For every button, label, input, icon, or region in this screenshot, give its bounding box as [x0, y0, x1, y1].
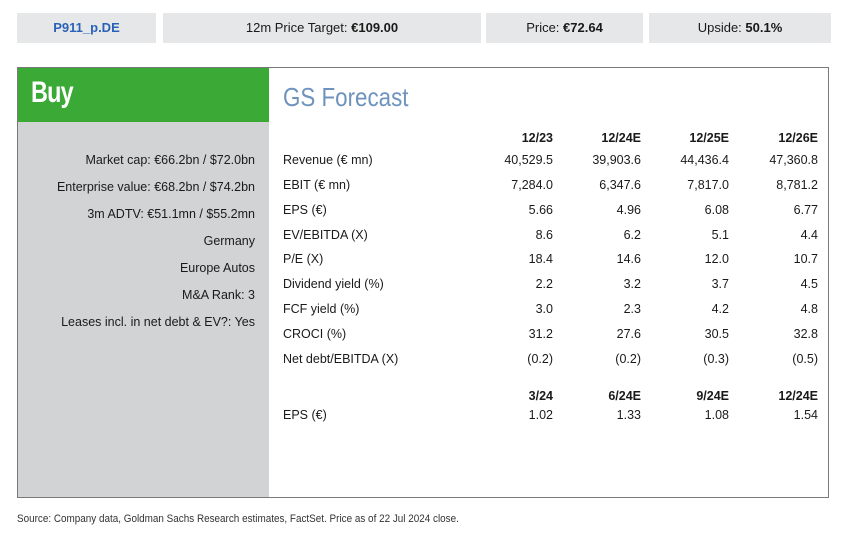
table-cell: 1.33 — [616, 408, 641, 422]
price-label: Price: — [526, 20, 564, 35]
fact-enterprise-value: Enterprise value: €68.2bn / $74.2bn — [56, 180, 255, 194]
upside-label: Upside: — [697, 20, 746, 35]
fact-country: Germany — [203, 234, 255, 248]
key-facts: Market cap: €66.2bn / $72.0bn Enterprise… — [57, 150, 255, 339]
column-header: 12/24E — [778, 389, 818, 403]
fact-adtv: 3m ADTV: €51.1mn / $55.2mn — [87, 207, 255, 221]
column-header: 12/23 — [521, 131, 553, 145]
stock-summary-card: Buy Market cap: €66.2bn / $72.0bn Enterp… — [17, 67, 829, 498]
table-row-fcf-yield: FCF yield (%) 3.0 2.3 4.2 4.8 — [283, 299, 819, 319]
rating-banner: Buy — [18, 68, 269, 122]
table-row-revenue: Revenue (€ mn) 40,529.5 39,903.6 44,436.… — [283, 150, 819, 170]
price-target-box: 12m Price Target: €109.00 — [163, 13, 481, 43]
price-target-value: €109.00 — [351, 20, 399, 35]
row-label: EPS (€) — [283, 408, 327, 422]
table-cell: 3.2 — [623, 277, 641, 291]
table-cell: (0.2) — [527, 352, 553, 366]
table-cell: 47,360.8 — [769, 153, 818, 167]
table-cell: 39,903.6 — [592, 153, 641, 167]
table-cell: 4.4 — [800, 228, 818, 242]
table-cell: 4.96 — [616, 203, 641, 217]
table-row-ebit: EBIT (€ mn) 7,284.0 6,347.6 7,817.0 8,78… — [283, 175, 819, 195]
table-row-dividend-yield: Dividend yield (%) 2.2 3.2 3.7 4.5 — [283, 274, 819, 294]
table-cell: 2.3 — [623, 302, 641, 316]
row-label: Net debt/EBITDA (X) — [283, 352, 399, 366]
table-cell: 14.6 — [616, 252, 641, 266]
table-cell: 7,284.0 — [511, 178, 553, 192]
table-cell: 3.0 — [535, 302, 553, 316]
table-cell: 8,781.2 — [776, 178, 818, 192]
row-label: EV/EBITDA (X) — [283, 228, 368, 242]
table-cell: 5.1 — [711, 228, 729, 242]
row-label: EPS (€) — [283, 203, 327, 217]
ticker-box: P911_p.DE — [17, 13, 156, 43]
price-target-label: 12m Price Target: — [245, 20, 352, 35]
table-row-quarterly-eps: EPS (€) 1.02 1.33 1.08 1.54 — [283, 405, 819, 425]
price-value: €72.64 — [563, 20, 603, 35]
table-cell: 30.5 — [704, 327, 729, 341]
column-header: 3/24 — [528, 389, 553, 403]
table-cell: 8.6 — [535, 228, 553, 242]
table-cell: 7,817.0 — [687, 178, 729, 192]
column-header: 12/24E — [601, 131, 641, 145]
row-label: FCF yield (%) — [283, 302, 360, 316]
table-cell: 12.0 — [704, 252, 729, 266]
forecast-title: GS Forecast — [283, 82, 409, 112]
row-label: Revenue (€ mn) — [283, 153, 373, 167]
table-row-pe: P/E (X) 18.4 14.6 12.0 10.7 — [283, 249, 819, 269]
source-footnote: Source: Company data, Goldman Sachs Rese… — [17, 513, 459, 525]
table-cell: 44,436.4 — [680, 153, 729, 167]
table-row-net-debt-ebitda: Net debt/EBITDA (X) (0.2) (0.2) (0.3) (0… — [283, 349, 819, 369]
table-cell: 6.77 — [793, 203, 818, 217]
table-row-croci: CROCI (%) 31.2 27.6 30.5 32.8 — [283, 324, 819, 344]
table-cell: 27.6 — [616, 327, 641, 341]
table-cell: 1.02 — [528, 408, 553, 422]
upside-box: Upside: 50.1% — [649, 13, 831, 43]
table-cell: 6,347.6 — [599, 178, 641, 192]
table-cell: 31.2 — [528, 327, 553, 341]
table-cell: 18.4 — [528, 252, 553, 266]
table-cell: 1.54 — [793, 408, 818, 422]
rating-label: Buy — [31, 76, 74, 109]
table-cell: 3.7 — [711, 277, 729, 291]
table-cell: 4.8 — [800, 302, 818, 316]
row-label: EBIT (€ mn) — [283, 178, 351, 192]
fact-ma-rank: M&A Rank: 3 — [182, 288, 255, 302]
row-label: P/E (X) — [283, 252, 324, 266]
column-header: 9/24E — [696, 389, 729, 403]
table-cell: 1.08 — [704, 408, 729, 422]
table-cell: 5.66 — [528, 203, 553, 217]
table-row-eps: EPS (€) 5.66 4.96 6.08 6.77 — [283, 200, 819, 220]
price-box: Price: €72.64 — [486, 13, 643, 43]
quarterly-header-row: 3/24 6/24E 9/24E 12/24E — [283, 386, 819, 406]
table-row-ev-ebitda: EV/EBITDA (X) 8.6 6.2 5.1 4.4 — [283, 225, 819, 245]
fact-sector: Europe Autos — [179, 261, 255, 275]
annual-header-row: 12/23 12/24E 12/25E 12/26E — [283, 128, 819, 148]
table-cell: 6.2 — [623, 228, 641, 242]
row-label: CROCI (%) — [283, 327, 347, 341]
row-label: Dividend yield (%) — [283, 277, 384, 291]
table-cell: (0.2) — [615, 352, 641, 366]
table-cell: 40,529.5 — [504, 153, 553, 167]
column-header: 12/25E — [689, 131, 729, 145]
table-cell: (0.3) — [703, 352, 729, 366]
fact-market-cap: Market cap: €66.2bn / $72.0bn — [85, 153, 255, 167]
table-cell: 4.2 — [711, 302, 729, 316]
table-cell: 4.5 — [800, 277, 818, 291]
fact-leases: Leases incl. in net debt & EV?: Yes — [61, 315, 255, 329]
upside-value: 50.1% — [745, 20, 783, 35]
left-panel: Buy Market cap: €66.2bn / $72.0bn Enterp… — [18, 68, 269, 497]
table-cell: (0.5) — [792, 352, 818, 366]
column-header: 12/26E — [778, 131, 818, 145]
table-cell: 2.2 — [535, 277, 553, 291]
column-header: 6/24E — [608, 389, 641, 403]
ticker-symbol: P911_p.DE — [53, 20, 120, 35]
table-cell: 6.08 — [704, 203, 729, 217]
table-cell: 32.8 — [793, 327, 818, 341]
table-cell: 10.7 — [793, 252, 818, 266]
